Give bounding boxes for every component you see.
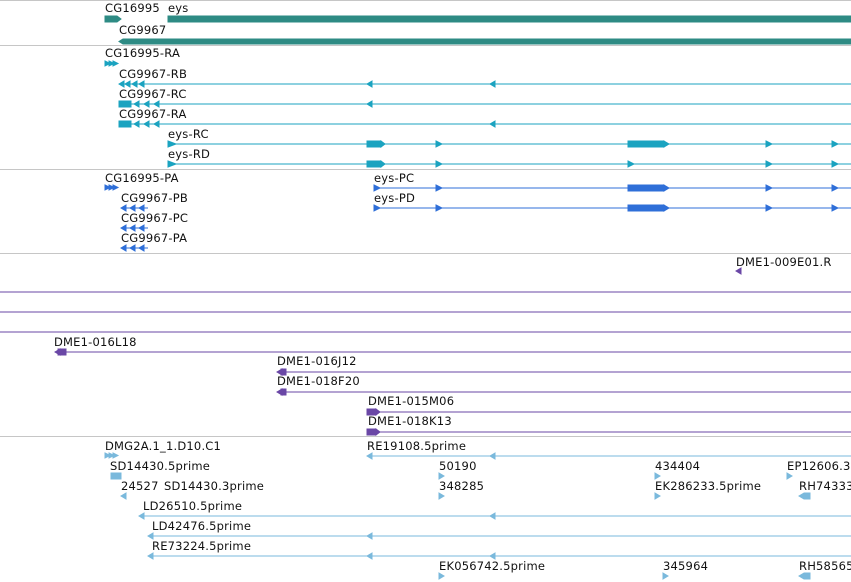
est-24527[interactable]	[120, 492, 127, 500]
gene-label-eys[interactable]: eys	[168, 1, 189, 15]
est-sd14430-5[interactable]	[110, 472, 122, 480]
clone-label-dme1-018f20[interactable]: DME1-018F20	[277, 374, 360, 388]
protein-track	[104, 184, 851, 252]
transcript-label-cg9967-ra[interactable]: CG9967-RA	[119, 107, 187, 121]
protein-label-eys-pc[interactable]: eys-PC	[374, 171, 415, 185]
transcript-cg9967-ra[interactable]	[118, 120, 851, 128]
clone-dme1-015m06[interactable]	[366, 408, 851, 416]
clone-label-dme1-016l18[interactable]: DME1-016L18	[54, 335, 137, 349]
est-dmg2a[interactable]	[104, 452, 120, 459]
est-345964[interactable]	[662, 572, 669, 580]
est-label-50190[interactable]: 50190	[439, 459, 477, 473]
clone-dme1-016j12[interactable]	[276, 368, 851, 376]
gene-label-cg16995[interactable]: CG16995	[105, 1, 160, 15]
separator-top	[0, 0, 851, 1]
est-rh58565[interactable]	[798, 572, 811, 580]
protein-cg9967-pc[interactable]	[120, 224, 148, 232]
est-re73224[interactable]	[147, 552, 851, 560]
transcript-label-cg9967-rb[interactable]: CG9967-RB	[119, 67, 188, 81]
separator-genes	[0, 45, 851, 46]
est-ld42476[interactable]	[147, 532, 851, 540]
est-label-ek056742[interactable]: EK056742.5prime	[439, 559, 546, 573]
gene-label-cg9967[interactable]: CG9967	[119, 23, 167, 37]
est-348285[interactable]	[438, 492, 445, 500]
est-label-rh74333[interactable]: RH74333	[799, 479, 851, 493]
est-label-sd14430-3[interactable]: SD14430.3prime	[164, 479, 265, 493]
separator-proteins	[0, 253, 851, 254]
protein-label-cg9967-pa[interactable]: CG9967-PA	[121, 231, 188, 245]
est-label-rh58565[interactable]: RH58565	[799, 559, 851, 573]
transcript-cg9967-rb[interactable]	[118, 80, 851, 88]
est-label-434404[interactable]: 434404	[655, 459, 701, 473]
transcript-label-eys-rd[interactable]: eys-RD	[168, 147, 211, 161]
clone-label-dme1-015m06[interactable]: DME1-015M06	[368, 394, 455, 408]
est-434404[interactable]	[654, 472, 661, 480]
clone-label-dme1-009e01r[interactable]: DME1-009E01.R	[736, 255, 832, 269]
protein-cg9967-pa[interactable]	[120, 244, 148, 252]
transcript-eys-rd[interactable]	[167, 160, 851, 168]
transcript-track	[104, 60, 851, 168]
est-re19108[interactable]	[366, 452, 851, 460]
est-rh74333[interactable]	[798, 492, 811, 500]
clone-label-dme1-016j12[interactable]: DME1-016J12	[277, 354, 357, 368]
est-label-ld26510[interactable]: LD26510.5prime	[143, 499, 243, 513]
est-label-re73224[interactable]: RE73224.5prime	[152, 539, 252, 553]
est-ld26510[interactable]	[138, 512, 851, 520]
protein-eys-pc[interactable]	[373, 184, 851, 192]
separator-transcripts	[0, 169, 851, 170]
est-ep12606[interactable]	[786, 472, 793, 480]
clone-dme1-018f20[interactable]	[276, 388, 851, 396]
est-ek056742[interactable]	[438, 572, 445, 580]
protein-label-cg9967-pc[interactable]: CG9967-PC	[121, 211, 189, 225]
clone-label-dme1-018k13[interactable]: DME1-018K13	[368, 414, 452, 428]
est-label-dmg2a[interactable]: DMG2A.1_1.D10.C1	[105, 439, 222, 453]
clone-track	[0, 267, 851, 436]
est-label-sd14430-5[interactable]: SD14430.5prime	[110, 459, 211, 473]
est-track	[104, 452, 851, 580]
transcript-cg9967-rc[interactable]	[118, 100, 851, 108]
transcript-label-eys-rc[interactable]: eys-RC	[168, 127, 209, 141]
est-label-ld42476[interactable]: LD42476.5prime	[152, 519, 252, 533]
est-50190[interactable]	[438, 472, 445, 480]
gene-bar-cg16995[interactable]	[104, 15, 122, 23]
transcript-cg16995-ra[interactable]	[104, 60, 120, 67]
est-ek286233[interactable]	[654, 492, 661, 500]
protein-cg9967-pb[interactable]	[120, 204, 148, 212]
clone-dme1-018k13[interactable]	[366, 428, 851, 436]
est-label-re19108[interactable]: RE19108.5prime	[367, 439, 467, 453]
gene-bar-eys[interactable]	[167, 15, 851, 23]
protein-eys-pd[interactable]	[373, 204, 851, 212]
protein-cg16995-pa[interactable]	[104, 184, 120, 191]
gene-track	[104, 15, 851, 45]
gene-bar-cg9967[interactable]	[118, 38, 851, 45]
est-label-345964[interactable]: 345964	[663, 559, 709, 573]
transcript-eys-rc[interactable]	[167, 140, 851, 148]
protein-label-cg16995-pa[interactable]: CG16995-PA	[105, 171, 179, 185]
est-label-ep12606[interactable]: EP12606.3	[787, 459, 851, 473]
est-label-ek286233[interactable]: EK286233.5prime	[655, 479, 762, 493]
clone-dme1-016l18[interactable]	[54, 348, 851, 356]
separator-clones	[0, 436, 851, 437]
transcript-label-cg16995-ra[interactable]: CG16995-RA	[105, 46, 181, 60]
est-label-348285[interactable]: 348285	[439, 479, 485, 493]
clone-dme1-009e01r[interactable]	[735, 267, 742, 275]
transcript-label-cg9967-rc[interactable]: CG9967-RC	[119, 87, 187, 101]
protein-label-eys-pd[interactable]: eys-PD	[374, 191, 416, 205]
est-label-24527[interactable]: 24527	[121, 479, 159, 493]
protein-label-cg9967-pb[interactable]: CG9967-PB	[121, 191, 188, 205]
